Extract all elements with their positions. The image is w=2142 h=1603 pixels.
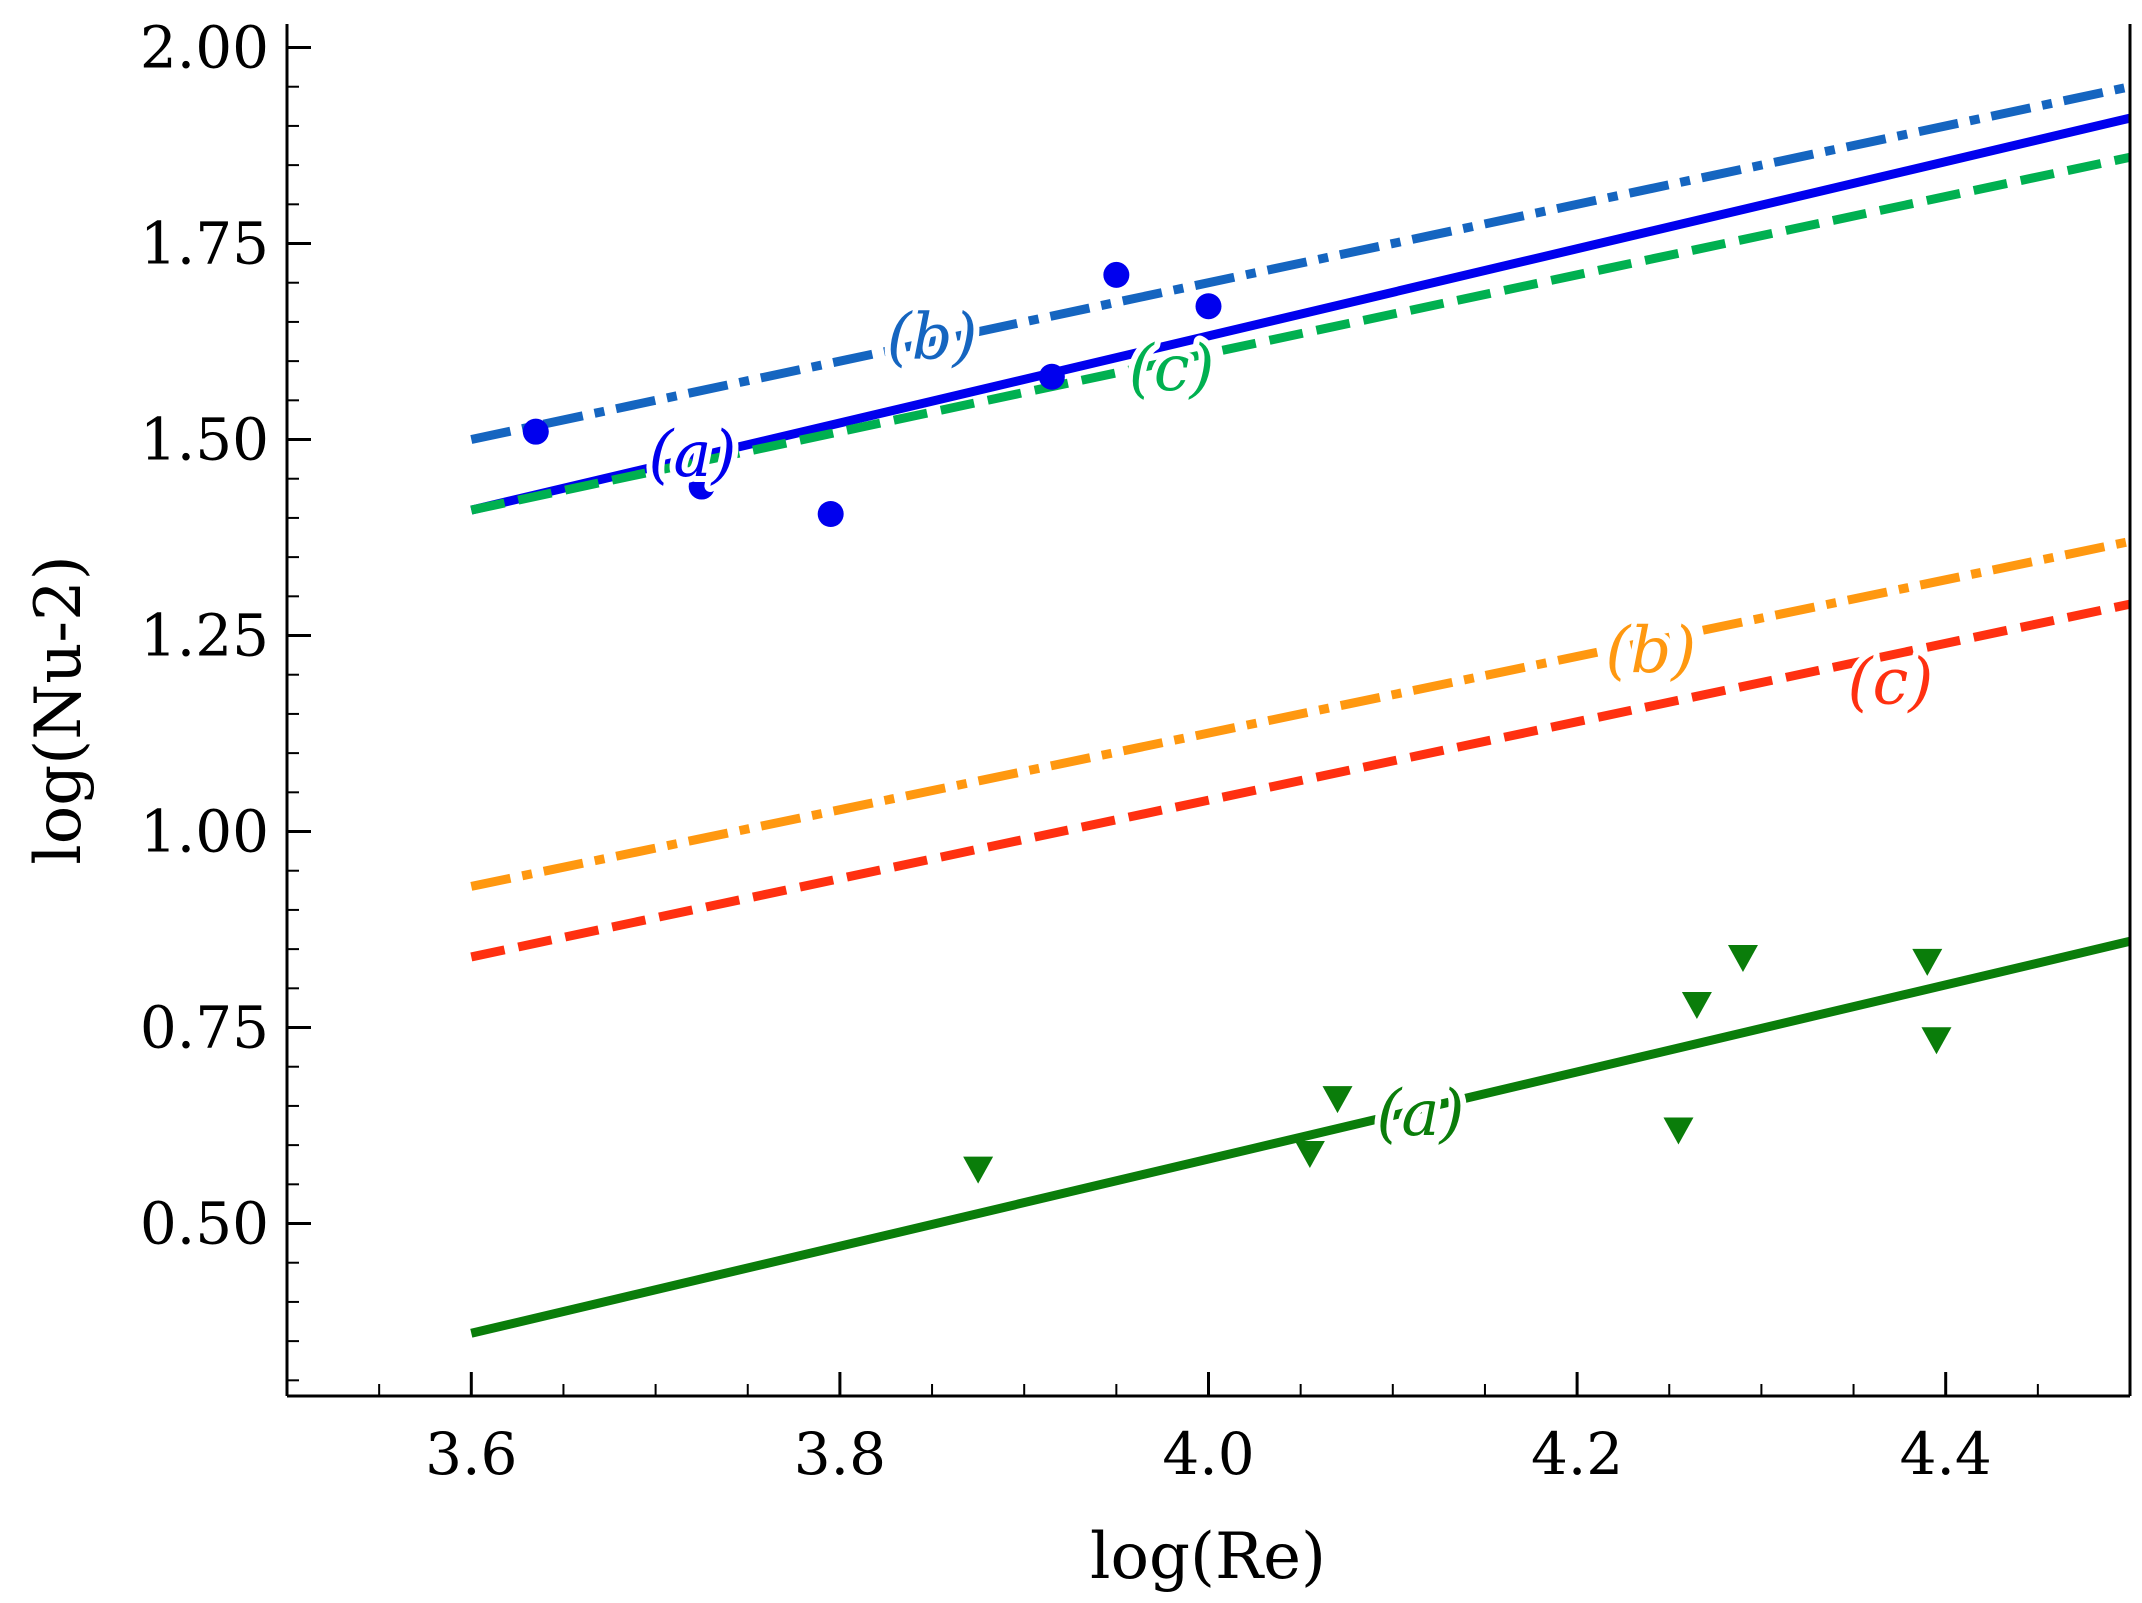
y-tick-label: 0.75 xyxy=(140,994,269,1062)
x-tick-label: 3.6 xyxy=(425,1420,517,1488)
series-label-4: (c) xyxy=(1848,646,1934,720)
y-tick-label: 1.75 xyxy=(140,210,269,278)
y-axis-title: log(Nu-2) xyxy=(22,555,96,864)
data-point-triangle xyxy=(1681,992,1712,1019)
x-tick-label: 4.0 xyxy=(1162,1420,1254,1488)
data-point-circle xyxy=(522,418,549,445)
data-point-triangle xyxy=(1663,1117,1694,1145)
y-tick-label: 1.50 xyxy=(140,406,269,474)
x-axis-title: log(Re) xyxy=(1090,1520,1326,1594)
y-tick-label: 1.00 xyxy=(140,798,269,866)
y-tick-label: 2.00 xyxy=(140,14,269,82)
y-tick-labels: 0.50 0.75 1.00 1.25 1.50 1.75 2.00 xyxy=(140,14,269,1258)
x-tick-labels: 3.6 3.8 4.0 4.2 4.4 xyxy=(425,1420,1992,1488)
data-point-circle xyxy=(688,473,715,500)
series-label-3: (b) xyxy=(1605,614,1696,688)
x-tick-label: 3.8 xyxy=(794,1420,886,1488)
fit-line-4 xyxy=(470,599,2130,962)
data-point-circle xyxy=(817,501,844,527)
data-point-triangle xyxy=(1322,1086,1353,1114)
fit-line-0 xyxy=(470,113,2130,515)
y-tick-label: 0.50 xyxy=(140,1190,269,1258)
series-label-0: (a) xyxy=(648,418,736,492)
x-tick-label: 4.2 xyxy=(1531,1420,1623,1488)
series-layer xyxy=(470,82,2130,1338)
data-point-triangle xyxy=(1294,1140,1325,1168)
series-label-2: (c) xyxy=(1129,332,1215,406)
data-point-circle xyxy=(1038,363,1065,390)
fit-line-3 xyxy=(470,537,2130,891)
tick-marks xyxy=(286,46,2131,1396)
data-point-triangle xyxy=(963,1156,994,1184)
data-point-triangle xyxy=(1921,1027,1952,1055)
series-label-1: (b) xyxy=(887,301,978,375)
data-point-circle xyxy=(1103,261,1130,288)
series-label-5: (a) xyxy=(1376,1077,1464,1151)
data-point-circle xyxy=(1195,293,1222,320)
series-labels: (a) (b) (c) (b) (c) (a) xyxy=(642,295,1939,1157)
x-tick-label: 4.4 xyxy=(1900,1420,1992,1488)
fit-line-2 xyxy=(470,152,2130,515)
data-point-triangle xyxy=(1727,944,1758,972)
fit-line-5 xyxy=(470,936,2130,1338)
fit-line-1 xyxy=(470,82,2130,444)
data-point-triangle xyxy=(1912,948,1943,976)
y-tick-label: 1.25 xyxy=(140,602,269,670)
